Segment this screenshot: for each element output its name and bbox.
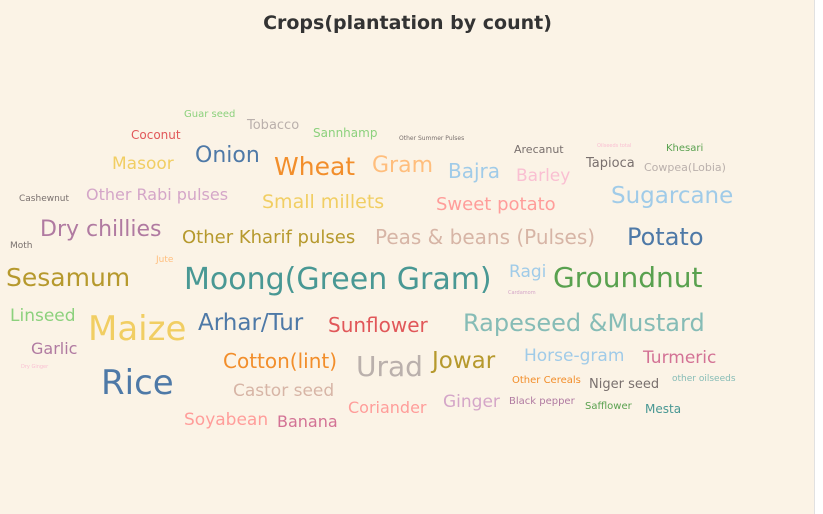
word-turmeric: Turmeric: [643, 347, 717, 368]
word-groundnut: Groundnut: [553, 261, 703, 295]
word-coriander: Coriander: [348, 397, 427, 417]
word-dry-ginger: Dry Ginger: [21, 364, 49, 371]
word-cardamom: Cardamom: [508, 290, 536, 297]
chart-title: Crops(plantation by count): [263, 12, 552, 34]
word-bajra: Bajra: [448, 159, 501, 183]
word-arhar-tur: Arhar/Tur: [198, 310, 304, 337]
word-moth: Moth: [10, 241, 33, 252]
word-banana: Banana: [277, 411, 338, 431]
word-potato: Potato: [627, 223, 704, 252]
word-dry-chillies: Dry chillies: [40, 217, 162, 243]
word-tapioca: Tapioca: [586, 155, 635, 171]
word-barley: Barley: [516, 165, 571, 186]
word-niger-seed: Niger seed: [589, 376, 660, 392]
word-cashewnut: Cashewnut: [19, 194, 70, 205]
word-sunflower: Sunflower: [328, 313, 428, 337]
word-sugarcane: Sugarcane: [611, 183, 734, 210]
word-oilseeds-total: Oilseeds total: [597, 143, 632, 150]
word-rapeseed-mustard: Rapeseed &Mustard: [463, 309, 705, 338]
word-sesamum: Sesamum: [6, 263, 131, 293]
word-onion: Onion: [195, 143, 260, 169]
word-cotton-lint: Cotton(lint): [223, 349, 338, 373]
word-maize: Maize: [88, 308, 187, 349]
word-khesari: Khesari: [666, 142, 704, 154]
scrollbar[interactable]: [814, 0, 823, 514]
word-small-millets: Small millets: [262, 190, 385, 213]
word-mesta: Mesta: [645, 401, 682, 416]
word-linseed: Linseed: [10, 305, 76, 326]
word-guar-seed: Guar seed: [184, 108, 236, 120]
word-cowpea-lobia: Cowpea(Lobia): [644, 160, 726, 174]
word-garlic: Garlic: [31, 338, 78, 358]
word-other-oilseeds: other oilseeds: [672, 374, 736, 385]
word-ragi: Ragi: [509, 261, 547, 282]
word-arecanut: Arecanut: [514, 142, 564, 156]
word-soyabean: Soyabean: [184, 409, 269, 430]
word-sweet-potato: Sweet potato: [436, 193, 556, 215]
word-other-summer-pulses: Other Summer Pulses: [399, 135, 465, 143]
word-ginger: Ginger: [443, 391, 500, 412]
word-sannhamp: Sannhamp: [313, 125, 378, 140]
word-jute: Jute: [156, 255, 174, 266]
word-other-cereals: Other Cereals: [512, 374, 581, 386]
word-black-pepper: Black pepper: [509, 395, 575, 407]
word-other-rabi-pulses: Other Rabi pulses: [86, 184, 229, 204]
word-coconut: Coconut: [131, 127, 181, 142]
word-moong-green-gram: Moong(Green Gram): [184, 261, 492, 297]
word-tobacco: Tobacco: [247, 117, 300, 133]
word-other-kharif-pulses: Other Kharif pulses: [182, 226, 356, 248]
word-gram: Gram: [372, 153, 434, 179]
word-peas-beans-pulses: Peas & beans (Pulses): [375, 225, 596, 249]
word-masoor: Masoor: [112, 153, 174, 174]
word-rice: Rice: [101, 362, 174, 403]
word-castor-seed: Castor seed: [233, 380, 335, 401]
word-urad: Urad: [356, 350, 423, 384]
word-jowar: Jowar: [432, 348, 496, 375]
word-horse-gram: Horse-gram: [524, 345, 625, 366]
word-wheat: Wheat: [274, 152, 356, 182]
word-safflower: Safflower: [585, 400, 632, 412]
